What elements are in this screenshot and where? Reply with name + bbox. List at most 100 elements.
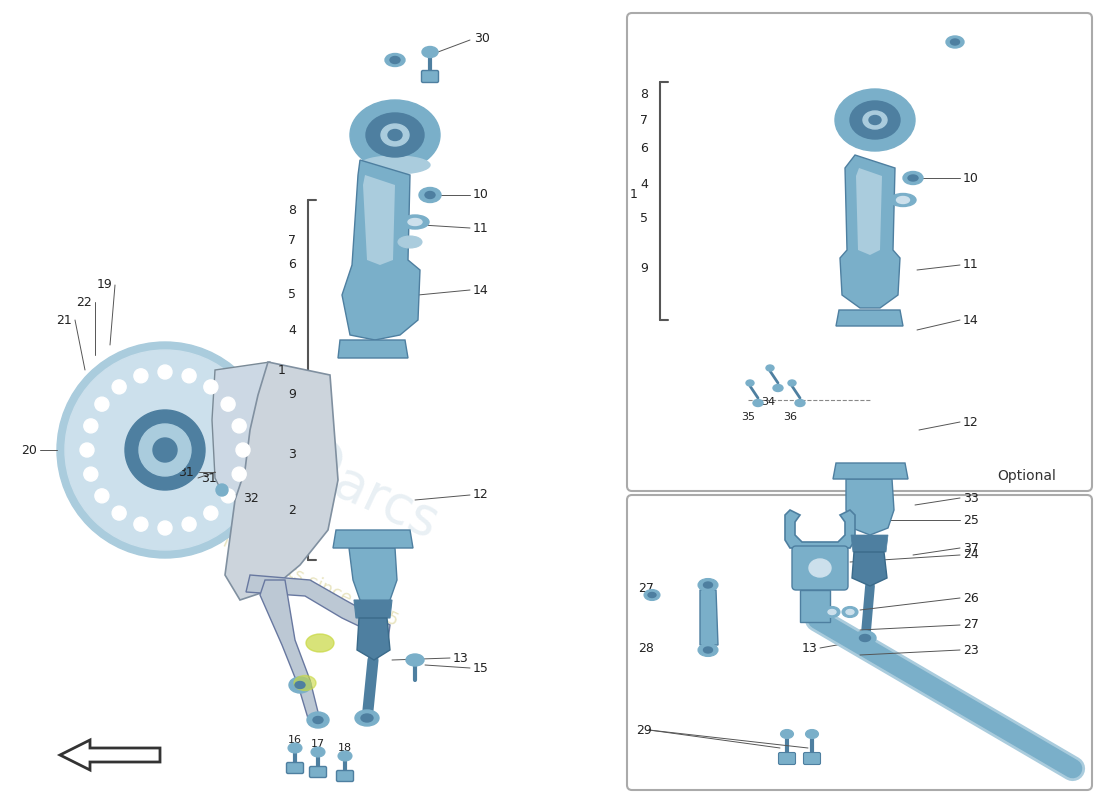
Ellipse shape [406,654,424,666]
Ellipse shape [896,197,910,203]
Ellipse shape [408,218,422,226]
Text: 9: 9 [288,389,296,402]
Text: 21: 21 [56,314,72,326]
Circle shape [204,506,218,520]
Text: information for parts since 1985: information for parts since 1985 [130,490,402,630]
FancyBboxPatch shape [779,753,795,765]
Circle shape [153,438,177,462]
Ellipse shape [805,730,818,738]
Polygon shape [226,362,338,600]
Text: 32: 32 [243,491,258,505]
Polygon shape [333,530,412,548]
Text: 1: 1 [630,189,638,202]
Text: 37: 37 [962,542,979,554]
Circle shape [84,419,98,433]
Text: 15: 15 [473,662,488,674]
Ellipse shape [846,610,854,614]
Polygon shape [800,590,830,622]
Ellipse shape [946,36,964,48]
Polygon shape [852,552,887,586]
Ellipse shape [698,578,718,591]
Ellipse shape [314,717,323,723]
Polygon shape [342,160,420,340]
Polygon shape [358,618,390,660]
Polygon shape [785,510,855,548]
Polygon shape [60,740,160,770]
Ellipse shape [842,606,858,618]
Circle shape [112,380,126,394]
Polygon shape [212,362,280,498]
Ellipse shape [950,39,959,45]
Ellipse shape [307,712,329,728]
Text: 6: 6 [288,258,296,271]
Text: 27: 27 [638,582,653,594]
Ellipse shape [419,187,441,202]
Text: 36: 36 [783,412,798,422]
Ellipse shape [381,124,409,146]
Circle shape [84,467,98,481]
Text: 24: 24 [962,549,979,562]
Text: 10: 10 [962,171,979,185]
Text: 26: 26 [962,591,979,605]
Ellipse shape [854,631,876,645]
Circle shape [95,489,109,503]
Text: 14: 14 [962,314,979,326]
Ellipse shape [773,385,783,391]
Ellipse shape [366,113,424,157]
Ellipse shape [824,606,840,618]
Circle shape [232,467,246,481]
Ellipse shape [808,559,830,577]
Text: 4: 4 [288,323,296,337]
Text: 12: 12 [473,489,488,502]
Text: 5: 5 [640,211,648,225]
Text: 6: 6 [640,142,648,154]
Ellipse shape [385,54,405,66]
Polygon shape [851,535,888,552]
Text: 30: 30 [474,33,490,46]
Ellipse shape [828,610,836,614]
FancyBboxPatch shape [337,770,353,782]
FancyBboxPatch shape [627,495,1092,790]
Text: 8: 8 [288,203,296,217]
Text: 8: 8 [640,89,648,102]
Text: 17: 17 [311,739,326,749]
Ellipse shape [781,730,793,738]
Polygon shape [260,580,320,725]
Text: 3: 3 [288,449,296,462]
Polygon shape [846,479,894,535]
Ellipse shape [398,236,422,248]
Polygon shape [354,600,392,618]
Ellipse shape [311,747,324,757]
Text: 10: 10 [473,189,488,202]
Ellipse shape [903,171,923,185]
Ellipse shape [350,100,440,170]
Ellipse shape [644,590,660,601]
Circle shape [216,484,228,496]
Circle shape [125,410,205,490]
Ellipse shape [835,89,915,151]
Ellipse shape [288,743,302,753]
Ellipse shape [704,647,713,653]
Circle shape [158,521,172,535]
Ellipse shape [422,46,438,58]
Circle shape [139,424,191,476]
Circle shape [80,443,94,457]
Text: 34: 34 [761,397,776,407]
Ellipse shape [365,622,375,629]
Ellipse shape [698,643,718,657]
Polygon shape [856,168,882,255]
Polygon shape [836,310,903,326]
Text: 13: 13 [453,651,469,665]
Text: 11: 11 [473,222,488,234]
Text: 20: 20 [21,443,37,457]
Text: 22: 22 [76,295,92,309]
Circle shape [65,350,265,550]
Text: 27: 27 [962,618,979,631]
FancyBboxPatch shape [309,766,327,778]
Ellipse shape [908,175,918,181]
Circle shape [236,443,250,457]
Circle shape [183,517,196,531]
Ellipse shape [355,710,380,726]
Circle shape [204,380,218,394]
Ellipse shape [850,101,900,139]
